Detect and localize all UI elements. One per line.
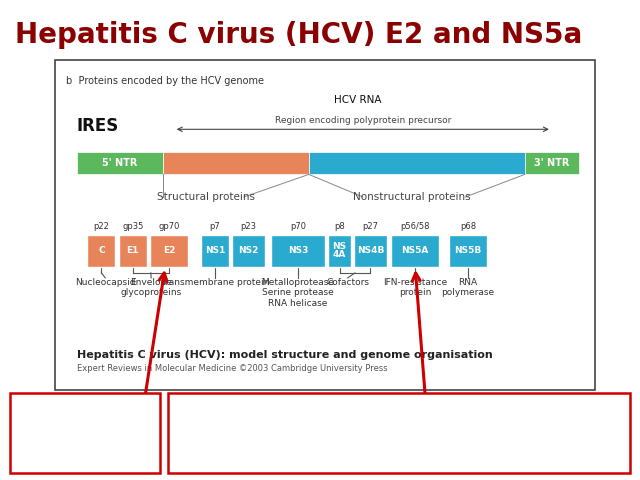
Bar — [449, 235, 487, 267]
Bar — [150, 235, 188, 267]
Text: 5' NTR: 5' NTR — [102, 158, 138, 168]
Text: NS3: NS3 — [288, 246, 308, 255]
Text: E1: E1 — [127, 246, 139, 255]
Text: NS1: NS1 — [205, 246, 225, 255]
Bar — [10, 393, 160, 473]
Text: NS5A: NS5A — [401, 246, 429, 255]
Text: Nonstructural proteins: Nonstructural proteins — [353, 192, 470, 202]
Bar — [391, 235, 440, 267]
Bar — [168, 393, 630, 473]
Text: Region encoding polyprotein precursor: Region encoding polyprotein precursor — [275, 116, 451, 125]
Bar — [201, 235, 229, 267]
Text: HCV RNA: HCV RNA — [333, 95, 381, 105]
Text: p8: p8 — [334, 222, 345, 231]
Bar — [308, 153, 525, 174]
Text: NS4B: NS4B — [356, 246, 384, 255]
Text: IFN-resistance
protein: IFN-resistance protein — [383, 278, 447, 297]
Text: NS5B: NS5B — [454, 246, 482, 255]
Text: Expert Reviews in Molecular Medicine ©2003 Cambridge University Press: Expert Reviews in Molecular Medicine ©20… — [77, 364, 387, 373]
Text: RNA
polymerase: RNA polymerase — [442, 278, 495, 297]
Text: NS5A is involved in genomic RNA replication.
NS5A Blocks  IFN-induced dsRNA acti: NS5A is involved in genomic RNA replicat… — [211, 408, 588, 457]
Text: Hepatitis C virus (HCV) E2 and NS5a: Hepatitis C virus (HCV) E2 and NS5a — [15, 21, 582, 49]
Text: Metalloprotease
Serine protease
RNA helicase: Metalloprotease Serine protease RNA heli… — [262, 278, 335, 308]
Text: NS2: NS2 — [238, 246, 259, 255]
Text: E2: E2 — [163, 246, 175, 255]
Text: Cofactors: Cofactors — [326, 278, 369, 287]
Text: Nucleocapsid: Nucleocapsid — [75, 278, 136, 287]
Text: IRES: IRES — [77, 117, 119, 135]
Text: gp35: gp35 — [122, 222, 143, 231]
Bar — [271, 235, 325, 267]
Bar — [55, 60, 595, 390]
Bar — [77, 153, 163, 174]
Bar — [354, 235, 387, 267]
Text: C: C — [98, 246, 105, 255]
Text: Structural proteins: Structural proteins — [157, 192, 255, 202]
Text: 3' NTR: 3' NTR — [534, 158, 570, 168]
Text: p7: p7 — [209, 222, 220, 231]
Bar — [328, 235, 351, 267]
Text: Envelope
glycoproteins: Envelope glycoproteins — [120, 278, 182, 297]
Text: b  Proteins encoded by the HCV genome: b Proteins encoded by the HCV genome — [66, 76, 264, 86]
Text: p68: p68 — [460, 222, 476, 231]
Bar — [88, 235, 115, 267]
Text: Variable Region
–induction of
Quasispecies: Variable Region –induction of Quasispeci… — [29, 409, 140, 456]
Text: p70: p70 — [290, 222, 306, 231]
Text: p22: p22 — [93, 222, 109, 231]
Text: Transmembrane protein: Transmembrane protein — [161, 278, 269, 287]
Text: gp70: gp70 — [158, 222, 180, 231]
Text: p56/58: p56/58 — [401, 222, 430, 231]
Bar — [525, 153, 579, 174]
Text: NS
4A: NS 4A — [333, 242, 347, 259]
Bar — [232, 235, 264, 267]
Text: p23: p23 — [241, 222, 256, 231]
Bar — [119, 235, 147, 267]
Text: p27: p27 — [362, 222, 378, 231]
Text: Hepatitis C virus (HCV): model structure and genome organisation: Hepatitis C virus (HCV): model structure… — [77, 350, 492, 360]
Bar — [163, 153, 308, 174]
